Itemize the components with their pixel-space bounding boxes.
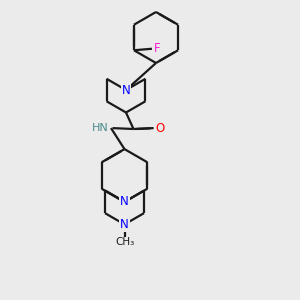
Text: F: F xyxy=(154,42,160,55)
Text: N: N xyxy=(122,83,130,97)
Text: N: N xyxy=(120,218,129,231)
Text: N: N xyxy=(120,195,129,208)
Text: O: O xyxy=(156,122,165,135)
Text: HN: HN xyxy=(92,123,109,133)
Text: CH₃: CH₃ xyxy=(115,237,134,248)
